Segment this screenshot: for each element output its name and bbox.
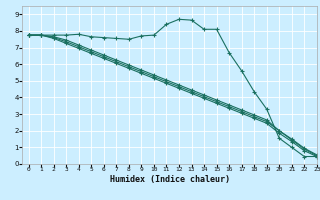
X-axis label: Humidex (Indice chaleur): Humidex (Indice chaleur)	[110, 175, 230, 184]
